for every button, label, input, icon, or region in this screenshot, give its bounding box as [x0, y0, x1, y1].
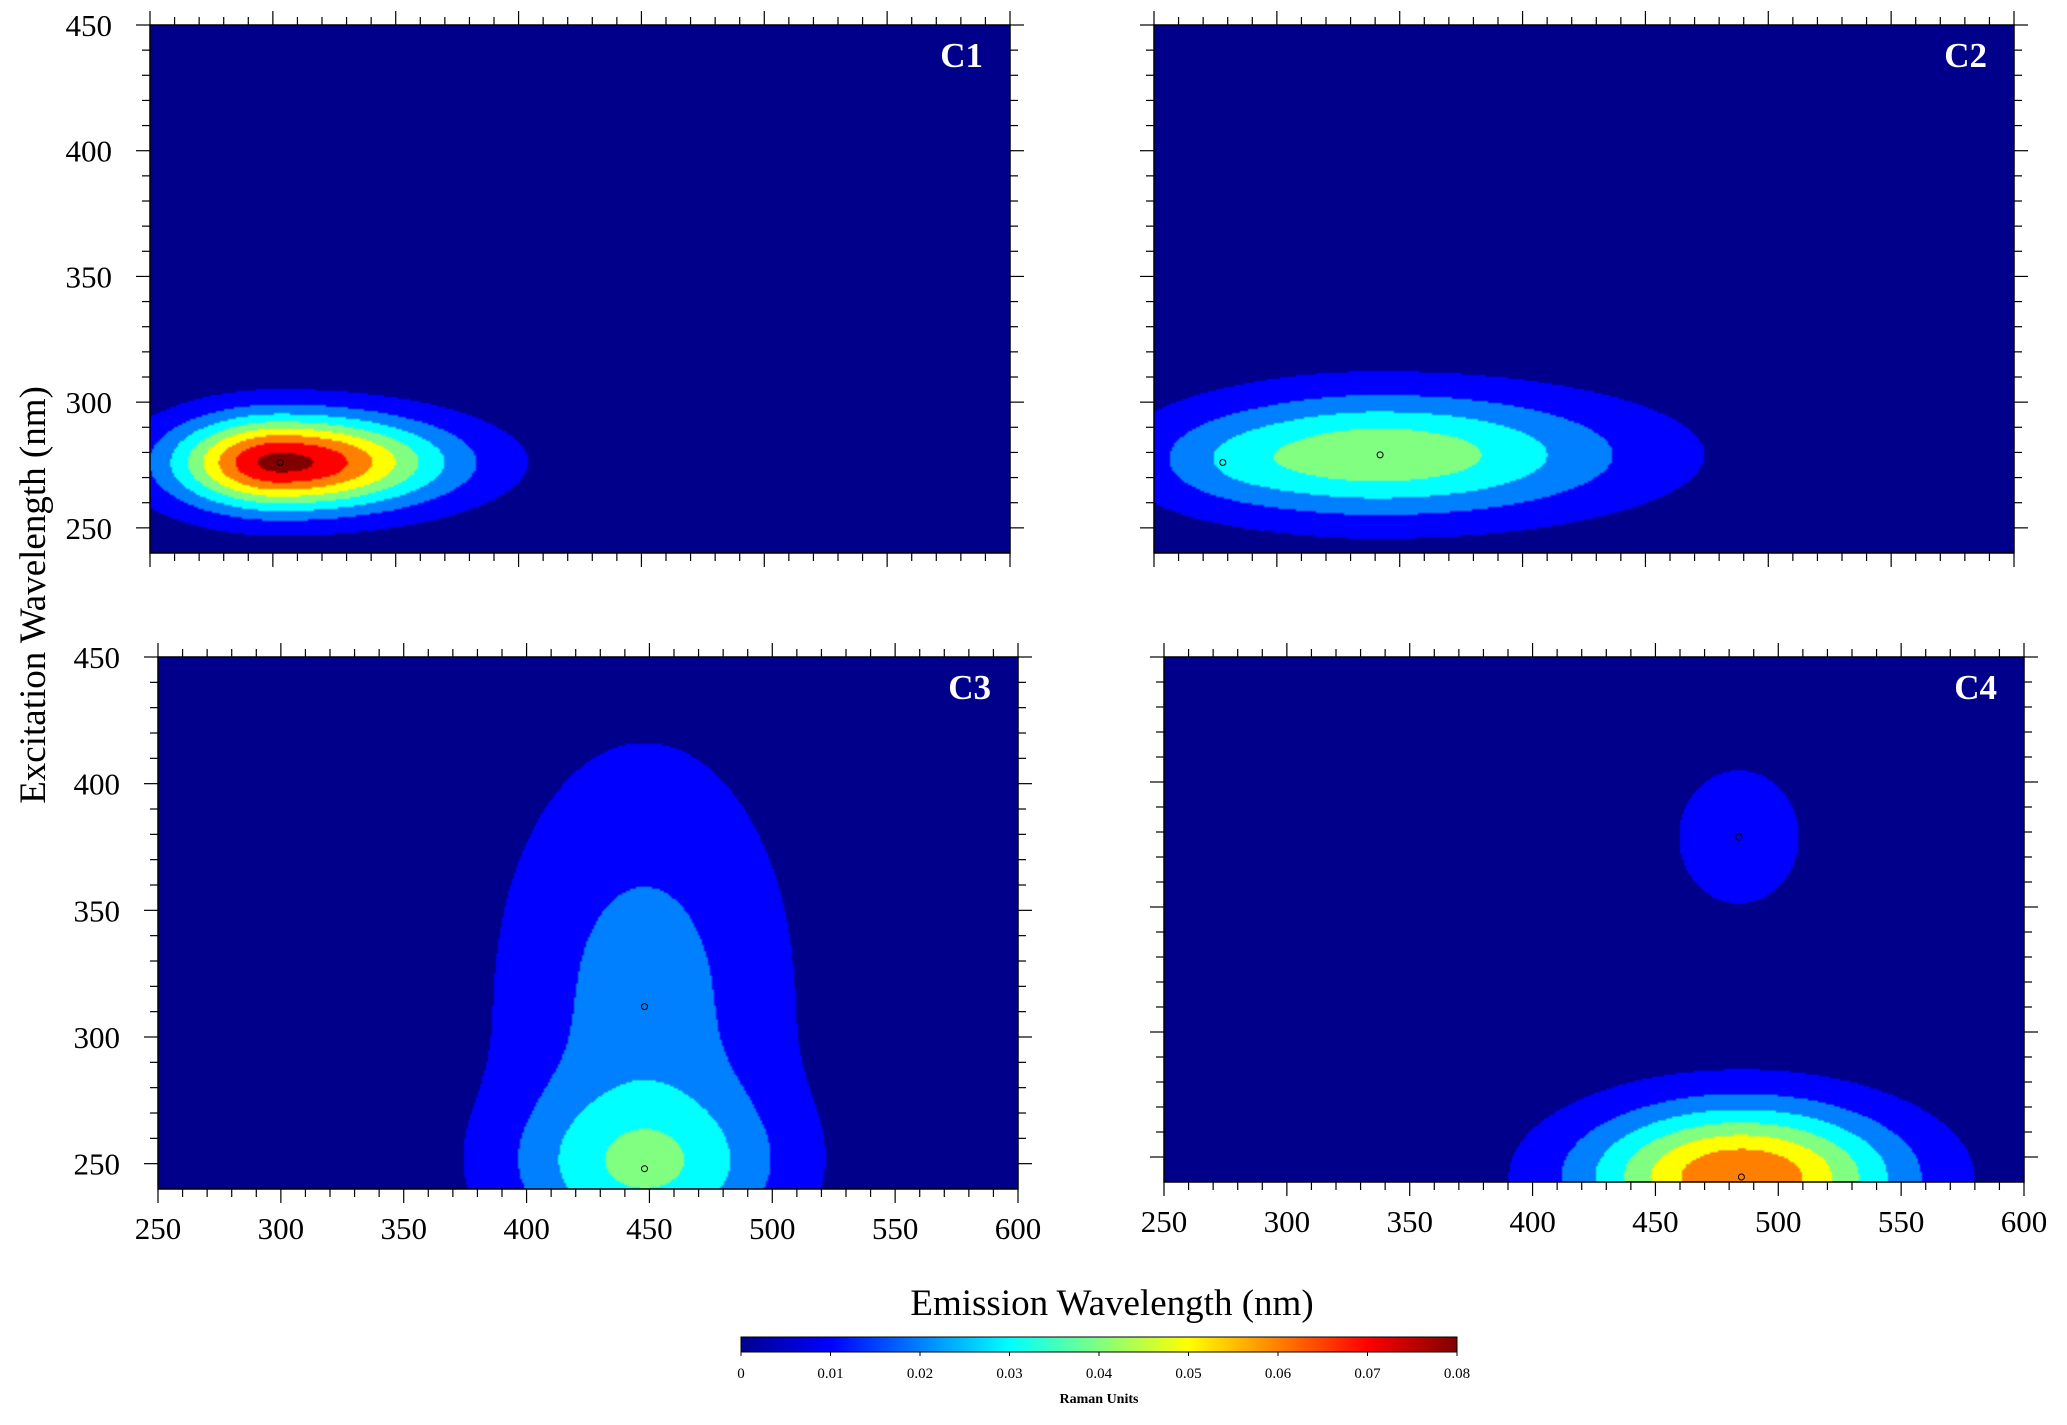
colorbar-tick-label: 0.06 [1265, 1366, 1292, 1382]
peak-marker-1 [1376, 451, 1384, 459]
y-tick-label: 300 [74, 1020, 121, 1055]
colorbar-tick-label: 0.05 [1175, 1366, 1201, 1382]
y-tick-label: 250 [74, 1147, 121, 1182]
y-tick-label: 250 [66, 511, 113, 546]
panel-c3: 250 300 350 400 450 500 550 600 250 300 350 400 450 C… [74, 640, 1042, 1246]
colorbar-tick-label: 0.02 [907, 1366, 933, 1382]
plot-frame [149, 24, 1011, 554]
plot-frame [157, 656, 1019, 1190]
contour-field [150, 25, 1010, 553]
y-tick-label: 350 [66, 259, 113, 294]
peak-marker-1 [641, 1003, 648, 1011]
contour-field [158, 657, 1018, 1189]
colorbar-title: Raman Units [1060, 1392, 1140, 1407]
x-tick-label: 550 [1878, 1204, 1925, 1239]
y-tick-label: 450 [66, 8, 113, 43]
peak-marker-1 [276, 459, 284, 466]
colorbar: 0 0.01 0.02 0.03 0.04 0.05 0.06 0.07 0.08 Raman … [737, 1336, 1470, 1407]
x-tick-label: 300 [258, 1211, 305, 1246]
y-tick-label: 300 [66, 385, 113, 420]
colorbar-tick-label: 0.01 [817, 1366, 843, 1382]
x-tick-label: 400 [503, 1211, 550, 1246]
contour-field [1154, 25, 2014, 553]
x-tick-label: 350 [1386, 1204, 1433, 1239]
colorbar-tick-label: 0 [737, 1366, 745, 1382]
panel-c2: C2 [1140, 11, 2028, 567]
y-tick-label: 400 [66, 134, 113, 169]
peak-marker-1 [1735, 833, 1743, 841]
x-tick-label: 450 [626, 1211, 673, 1246]
colorbar-tick-label: 0.08 [1444, 1366, 1470, 1382]
panel-label: C4 [1954, 668, 1997, 707]
peak-marker-2 [641, 1165, 648, 1173]
colorbar-tick-label: 0.04 [1086, 1366, 1113, 1382]
x-tick-label: 500 [1755, 1204, 1802, 1239]
panel-label: C3 [948, 668, 991, 707]
panel-label: C1 [940, 36, 983, 75]
panel-label: C2 [1944, 36, 1987, 75]
panel-c1: 250 300 350 400 450 C1 [66, 8, 1024, 567]
colorbar-tick-label: 0.07 [1354, 1366, 1381, 1382]
x-axis-title: Emission Wavelength (nm) [910, 1283, 1313, 1324]
x-tick-label: 600 [995, 1211, 1042, 1246]
x-tick-label: 450 [1632, 1204, 1679, 1239]
peak-marker-2 [1737, 1173, 1745, 1181]
x-tick-label: 600 [2001, 1204, 2048, 1239]
plot-frame [1153, 24, 2015, 554]
peak-marker-2 [1219, 459, 1227, 466]
x-tick-label: 350 [380, 1211, 427, 1246]
plot-frame [1163, 656, 2025, 1183]
colorbar-tick-label: 0.03 [996, 1366, 1022, 1382]
x-tick-label: 250 [1141, 1204, 1188, 1239]
y-tick-label: 400 [74, 767, 121, 802]
y-tick-label: 450 [74, 640, 121, 675]
colorbar-ticks: 0 0.01 0.02 0.03 0.04 0.05 0.06 0.07 0.08 [737, 1352, 1470, 1382]
x-tick-label: 250 [135, 1211, 182, 1246]
x-tick-label: 400 [1509, 1204, 1556, 1239]
y-tick-label: 350 [74, 893, 121, 928]
x-tick-label: 300 [1264, 1204, 1311, 1239]
x-tick-label: 500 [749, 1211, 796, 1246]
colorbar-gradient [740, 1336, 1458, 1353]
contour-field [1164, 657, 2024, 1182]
panel-c4: 250 300 350 400 450 500 550 600 C4 [1141, 643, 2048, 1239]
x-tick-label: 550 [872, 1211, 919, 1246]
y-axis-title: Excitation Wavelength (nm) [13, 386, 54, 804]
